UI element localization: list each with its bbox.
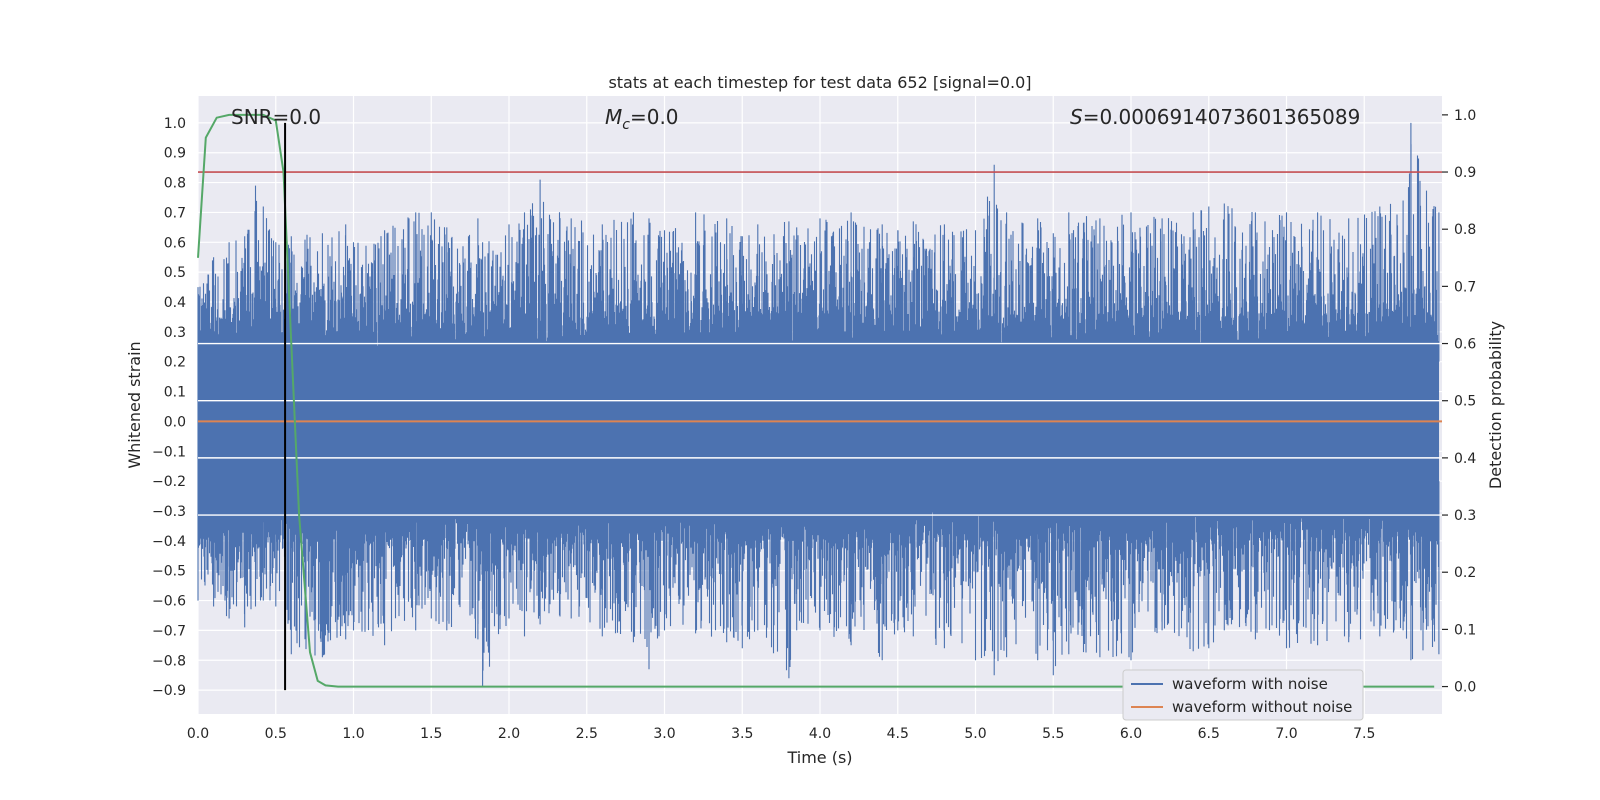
y-tick-label-8: 0.2 (164, 355, 186, 371)
y2-tick-label-2: 0.8 (1454, 222, 1476, 238)
y-tick-label-0: 1.0 (164, 116, 186, 132)
y-tick-label-17: −0.7 (152, 623, 186, 639)
y2-tick-label-3: 0.7 (1454, 279, 1476, 295)
overlays (197, 113, 1442, 691)
y2-tick-label-7: 0.3 (1454, 508, 1476, 524)
legend-label-clean: waveform without noise (1172, 698, 1352, 716)
y2-tick-label-9: 0.1 (1454, 622, 1476, 638)
s-statistic-annotation: S=0.0006914073601365089 (1070, 105, 1360, 129)
x-tick-label-6: 3.0 (653, 726, 675, 742)
y2-tick-label-4: 0.6 (1454, 337, 1476, 353)
y2-tick-label-8: 0.2 (1454, 565, 1476, 581)
s-statistic-symbol: S (1070, 105, 1083, 129)
x-tick-label-11: 5.5 (1042, 726, 1064, 742)
x-tick-label-8: 4.0 (809, 726, 831, 742)
chirp-mass-value: =0.0 (630, 105, 679, 129)
y-tick-label-2: 0.8 (164, 176, 186, 192)
y2-axis-label: Detection probability (1486, 321, 1505, 489)
x-tick-label-4: 2.0 (498, 726, 520, 742)
legend: waveform with noise waveform without noi… (1122, 669, 1364, 721)
chirp-mass-annotation: Mc=0.0 (605, 105, 679, 133)
legend-box (1122, 669, 1364, 721)
x-axis-label: Time (s) (786, 748, 852, 767)
y-tick-label-14: −0.4 (152, 534, 186, 550)
x-tick-label-7: 3.5 (731, 726, 753, 742)
y-tick-label-4: 0.6 (164, 235, 186, 251)
s-statistic-value: =0.0006914073601365089 (1083, 105, 1361, 129)
x-axis-ticks: 0.0 0.5 1.0 1.5 2.0 2.5 3.0 3.5 4.0 4.5 5.0 5.5 6.0 6… (187, 726, 1376, 742)
y2-tick-label-0: 1.0 (1454, 108, 1476, 124)
y2-axis-ticks: 1.0 0.9 0.8 0.7 0.6 0.5 0.4 0.3 0.2 0.1 0.0 (1442, 108, 1476, 696)
x-tick-label-12: 6.0 (1120, 726, 1142, 742)
x-tick-label-14: 7.0 (1275, 726, 1297, 742)
y-axis-ticks: 1.0 0.9 0.8 0.7 0.6 0.5 0.4 0.3 0.2 0.1 0.0 −0.1 −0.… (152, 116, 186, 699)
y-tick-label-16: −0.6 (152, 594, 186, 610)
y-tick-label-1: 0.9 (164, 146, 186, 162)
y-axis-label: Whitened strain (125, 341, 144, 468)
y-tick-label-15: −0.5 (152, 564, 186, 580)
legend-label-noise: waveform with noise (1172, 675, 1328, 693)
y-tick-label-13: −0.3 (152, 504, 186, 520)
x-tick-label-0: 0.0 (187, 726, 209, 742)
y2-tick-label-1: 0.9 (1454, 165, 1476, 181)
chirp-mass-symbol: M (605, 105, 622, 129)
y-tick-label-11: −0.1 (152, 444, 186, 460)
noise-waveform-line (197, 122, 1440, 688)
x-tick-label-2: 1.0 (342, 726, 364, 742)
chart-title: stats at each timestep for test data 652… (608, 73, 1031, 92)
x-tick-label-13: 6.5 (1198, 726, 1220, 742)
x-tick-label-10: 5.0 (964, 726, 986, 742)
y-tick-label-3: 0.7 (164, 205, 186, 221)
x-tick-label-9: 4.5 (887, 726, 909, 742)
snr-annotation: SNR=0.0 (231, 105, 321, 129)
y2-tick-label-5: 0.5 (1454, 394, 1476, 410)
x-tick-label-3: 1.5 (420, 726, 442, 742)
y-tick-label-10: 0.0 (164, 414, 186, 430)
waveform-with-noise-series (197, 122, 1440, 688)
y-tick-label-12: −0.2 (152, 474, 186, 490)
y2-tick-label-10: 0.0 (1454, 680, 1476, 696)
y-tick-label-5: 0.5 (164, 265, 186, 281)
y-tick-label-7: 0.3 (164, 325, 186, 341)
y-tick-label-18: −0.8 (152, 653, 186, 669)
x-tick-label-5: 2.5 (576, 726, 598, 742)
chirp-mass-subscript: c (622, 117, 630, 133)
x-tick-label-1: 0.5 (265, 726, 287, 742)
x-tick-label-15: 7.5 (1353, 726, 1375, 742)
y-tick-label-6: 0.4 (164, 295, 186, 311)
y-tick-label-19: −0.9 (152, 683, 186, 699)
y2-tick-label-6: 0.4 (1454, 451, 1476, 467)
detection-probability-line (197, 113, 1435, 688)
y-tick-label-9: 0.1 (164, 385, 186, 401)
